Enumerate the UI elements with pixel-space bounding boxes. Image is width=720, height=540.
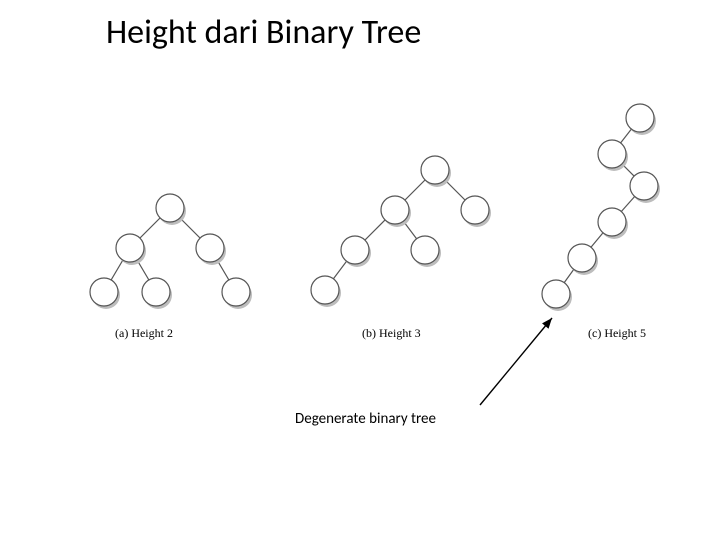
tree-node bbox=[421, 156, 449, 184]
tree-node bbox=[542, 280, 570, 308]
tree-node bbox=[598, 140, 626, 168]
degenerate-annotation: Degenerate binary tree bbox=[295, 410, 436, 428]
tree-node bbox=[461, 196, 489, 224]
tree-node bbox=[311, 276, 339, 304]
tree-node bbox=[626, 104, 654, 132]
tree-node bbox=[116, 234, 144, 262]
tree-node bbox=[381, 196, 409, 224]
tree-node bbox=[142, 278, 170, 306]
annotation-arrow-line bbox=[480, 318, 552, 405]
tree-node bbox=[222, 278, 250, 306]
trees-diagram bbox=[0, 0, 720, 540]
tree-node bbox=[411, 236, 439, 264]
tree-node bbox=[196, 234, 224, 262]
tree-caption-a: (a) Height 2 bbox=[115, 326, 173, 341]
tree-caption-c: (c) Height 5 bbox=[588, 326, 646, 341]
tree-node bbox=[630, 172, 658, 200]
tree-node bbox=[598, 208, 626, 236]
tree-node bbox=[90, 278, 118, 306]
tree-node bbox=[156, 194, 184, 222]
tree-node bbox=[341, 236, 369, 264]
tree-node bbox=[568, 244, 596, 272]
tree-caption-b: (b) Height 3 bbox=[362, 326, 421, 341]
